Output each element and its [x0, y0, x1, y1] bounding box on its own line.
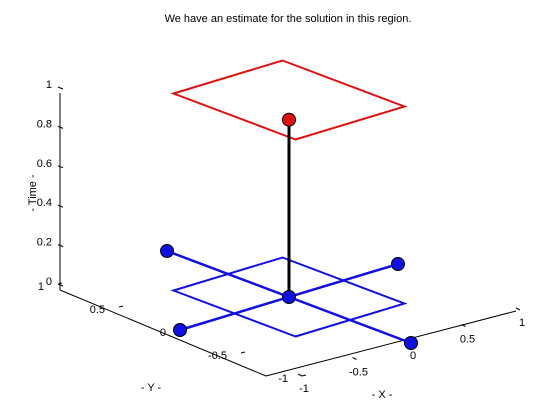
z-tick-mark [57, 244, 64, 248]
z-tick-mark [57, 165, 64, 169]
x-tick-mark [297, 373, 303, 377]
y-axis-label: - Y - [141, 382, 162, 394]
x-axis-line [265, 310, 517, 377]
y-tick-label: 1 [38, 281, 44, 293]
y-axis-line [59, 289, 267, 377]
x-tick-label: 0 [410, 350, 416, 362]
blue-region-square [170, 256, 408, 338]
y-tick-mark [301, 374, 307, 377]
y-tick-label: -1 [278, 373, 288, 385]
x-tick-label: 0.5 [460, 334, 475, 346]
z-tick-mark [57, 204, 64, 208]
x-tick-mark [352, 357, 357, 360]
z-tick-mark [57, 283, 64, 287]
z-axis-label: - Time - [27, 174, 39, 212]
y-tick-mark [240, 351, 246, 354]
y-tick-label: 0.5 [90, 304, 105, 316]
z-tick-label: 0.6 [37, 158, 52, 170]
y-tick-label: -0.5 [208, 350, 227, 362]
blue-data-point [160, 244, 174, 258]
x-tick-mark [515, 307, 521, 311]
x-tick-mark [461, 324, 466, 327]
z-tick-mark [57, 125, 64, 129]
z-tick-label: 0.8 [37, 118, 52, 130]
y-tick-mark [118, 305, 124, 308]
x-tick-label: -0.5 [349, 367, 368, 379]
red-region-square [170, 59, 408, 141]
z-tick-label: 0 [46, 276, 52, 288]
x-axis-label: - X - [372, 389, 393, 401]
z-tick-label: 0.2 [37, 237, 52, 249]
z-tick-label: 1 [46, 79, 52, 91]
red-data-point [282, 112, 296, 127]
x-tick-label: 1 [519, 317, 525, 329]
blue-data-point [173, 323, 187, 337]
blue-data-point [391, 257, 405, 271]
z-tick-mark [57, 86, 64, 90]
blue-data-point [404, 336, 418, 350]
y-tick-label: 0 [160, 327, 166, 339]
x-tick-label: -1 [299, 383, 309, 395]
blue-data-point [282, 290, 296, 304]
chart-title: We have an estimate for the solution in … [165, 13, 412, 25]
z-tick-label: 0.4 [37, 197, 52, 209]
